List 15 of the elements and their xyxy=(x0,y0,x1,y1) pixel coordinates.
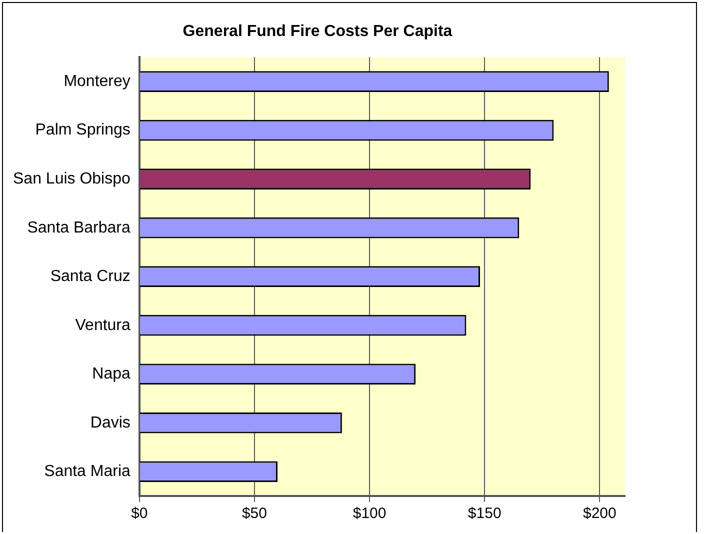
y-tick-label: San Luis Obispo xyxy=(13,170,131,188)
y-tick-label: Ventura xyxy=(75,316,131,334)
x-tick-label: $150 xyxy=(468,505,502,522)
y-tick-label: Napa xyxy=(92,366,131,383)
y-tick-label: Davis xyxy=(90,414,130,432)
y-tick-label: Santa Maria xyxy=(44,463,131,480)
y-tick-label: Monterey xyxy=(64,72,130,90)
y-tick-label: Santa Cruz xyxy=(50,268,130,286)
x-tick-label: $200 xyxy=(582,505,616,522)
chart-title: General Fund Fire Costs Per Capita xyxy=(182,23,452,40)
x-tick-label: $0 xyxy=(131,505,148,522)
x-tick-label: $50 xyxy=(242,505,267,522)
y-tick-label: Palm Springs xyxy=(35,122,130,139)
x-tick-label: $100 xyxy=(352,505,386,522)
y-tick-label: Santa Barbara xyxy=(27,219,130,236)
